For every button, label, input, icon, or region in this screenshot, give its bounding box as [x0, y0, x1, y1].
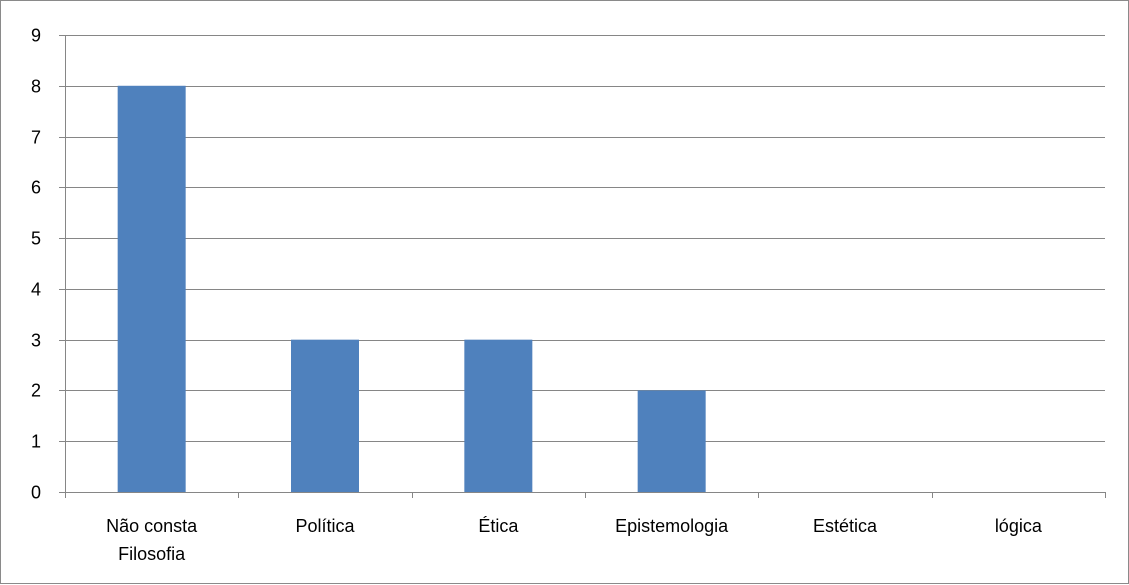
x-tick-label-line: Ética [478, 516, 519, 536]
y-tick-label: 0 [31, 483, 41, 503]
y-tick-label: 8 [31, 77, 41, 97]
y-tick-label: 1 [31, 432, 41, 452]
x-tick-label-line: Filosofia [118, 544, 186, 564]
bars [117, 85, 706, 493]
x-tick-label-line: Estética [813, 516, 878, 536]
x-tick-label-line: Epistemologia [615, 516, 729, 536]
bar [291, 339, 359, 492]
y-tick-label: 2 [31, 381, 41, 401]
x-tick-label: Ética [478, 516, 519, 536]
bar [464, 339, 533, 492]
x-tick-label-line: Não consta [106, 516, 198, 536]
x-tick-label: Não consta Filosofia [106, 516, 198, 564]
x-tick-label-line: Política [295, 516, 355, 536]
x-tick-label: Estética [813, 516, 878, 536]
gridlines [65, 35, 1105, 442]
x-tick-labels: Não consta Filosofia Política Ética Epistemo… [106, 516, 1043, 564]
y-tick-label: 5 [31, 229, 41, 249]
y-tick-label: 7 [31, 128, 41, 148]
y-tick-labels: 0 1 2 3 4 5 6 7 8 9 [31, 26, 41, 503]
y-tick-label: 6 [31, 178, 41, 198]
y-tick-label: 4 [31, 280, 41, 300]
y-tick-label: 3 [31, 331, 41, 351]
bar [637, 390, 706, 492]
x-tick-label: Política [295, 516, 355, 536]
bar [117, 85, 186, 493]
y-tick-label: 9 [31, 26, 41, 46]
x-tick-label: Epistemologia [615, 516, 729, 536]
x-tick-label: lógica [995, 516, 1043, 536]
axes [59, 35, 1106, 498]
x-tick-label-line: lógica [995, 516, 1043, 536]
